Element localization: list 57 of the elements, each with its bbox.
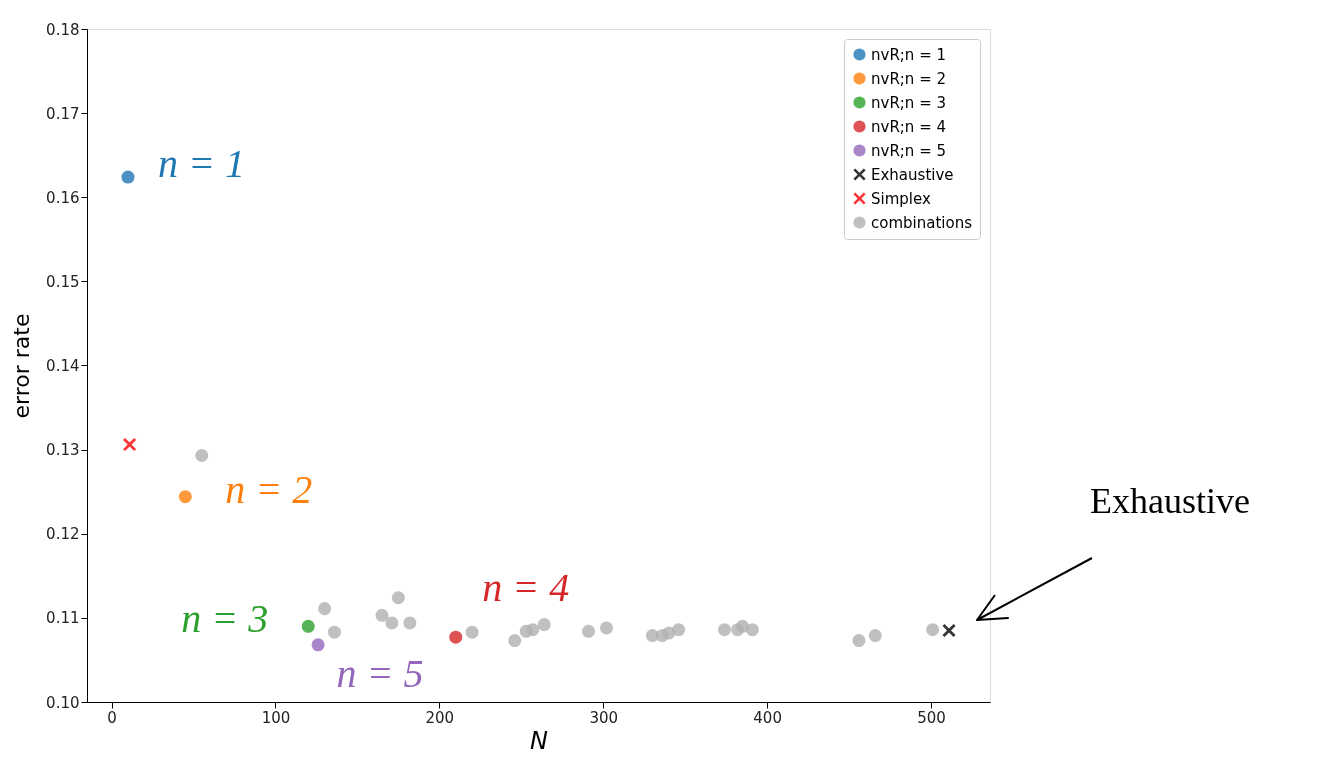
point (926, 623, 940, 637)
point (391, 591, 405, 605)
point (526, 623, 540, 637)
point (121, 170, 135, 184)
x-tick-label: 300 (589, 708, 619, 727)
point (403, 616, 417, 630)
x-tick-label: 100 (261, 708, 291, 727)
legend-label: Simplex (871, 189, 931, 208)
x-tick-label: 400 (753, 708, 782, 727)
y-tick-label: 0.13 (46, 441, 80, 460)
legend-label: nvR;n = 4 (871, 117, 947, 136)
point (385, 616, 399, 630)
y-tick-label: 0.15 (46, 272, 80, 291)
legend-label: nvR;n = 1 (871, 45, 947, 64)
x-tick-label: 0 (107, 708, 117, 727)
point (745, 623, 759, 637)
x-tick-label: 200 (425, 708, 455, 727)
legend-label: nvR;n = 5 (871, 141, 947, 160)
point (178, 490, 192, 504)
y-tick-label: 0.12 (46, 525, 80, 544)
point (123, 438, 137, 452)
x-tick-label: 500 (917, 708, 946, 727)
point (942, 623, 956, 638)
point (868, 629, 882, 643)
point (301, 619, 315, 633)
annotation: n = 1 (157, 141, 245, 187)
point (672, 623, 686, 637)
y-tick-label: 0.18 (46, 20, 80, 39)
point (581, 624, 595, 638)
point (717, 623, 732, 637)
annotation: n = 3 (181, 596, 269, 642)
y-tick-label: 0.14 (46, 357, 80, 375)
y-tick-label: 0.10 (46, 693, 80, 712)
point (599, 621, 614, 635)
legend-label: combinations (871, 213, 973, 232)
legend-label: Exhaustive (871, 165, 954, 184)
annotation: n = 4 (482, 565, 570, 611)
text: Exhaustive (1090, 481, 1250, 521)
y-axis-title: error rate (9, 313, 35, 419)
x-axis-title: N (530, 726, 549, 755)
point (311, 638, 325, 652)
point (449, 630, 463, 644)
legend-label: nvR;n = 2 (871, 69, 947, 88)
y-tick-label: 0.17 (46, 104, 80, 123)
point (465, 625, 479, 639)
point (508, 634, 522, 648)
point (327, 625, 341, 639)
point (537, 618, 551, 632)
annotation: n = 5 (336, 650, 424, 696)
point (852, 634, 866, 648)
annotation: n = 2 (225, 466, 313, 512)
legend-label: nvR;n = 3 (871, 93, 947, 112)
y-tick-label: 0.16 (46, 188, 80, 207)
point (318, 602, 332, 616)
point (195, 449, 209, 463)
point (375, 608, 389, 622)
y-tick-label: 0.11 (46, 609, 80, 628)
